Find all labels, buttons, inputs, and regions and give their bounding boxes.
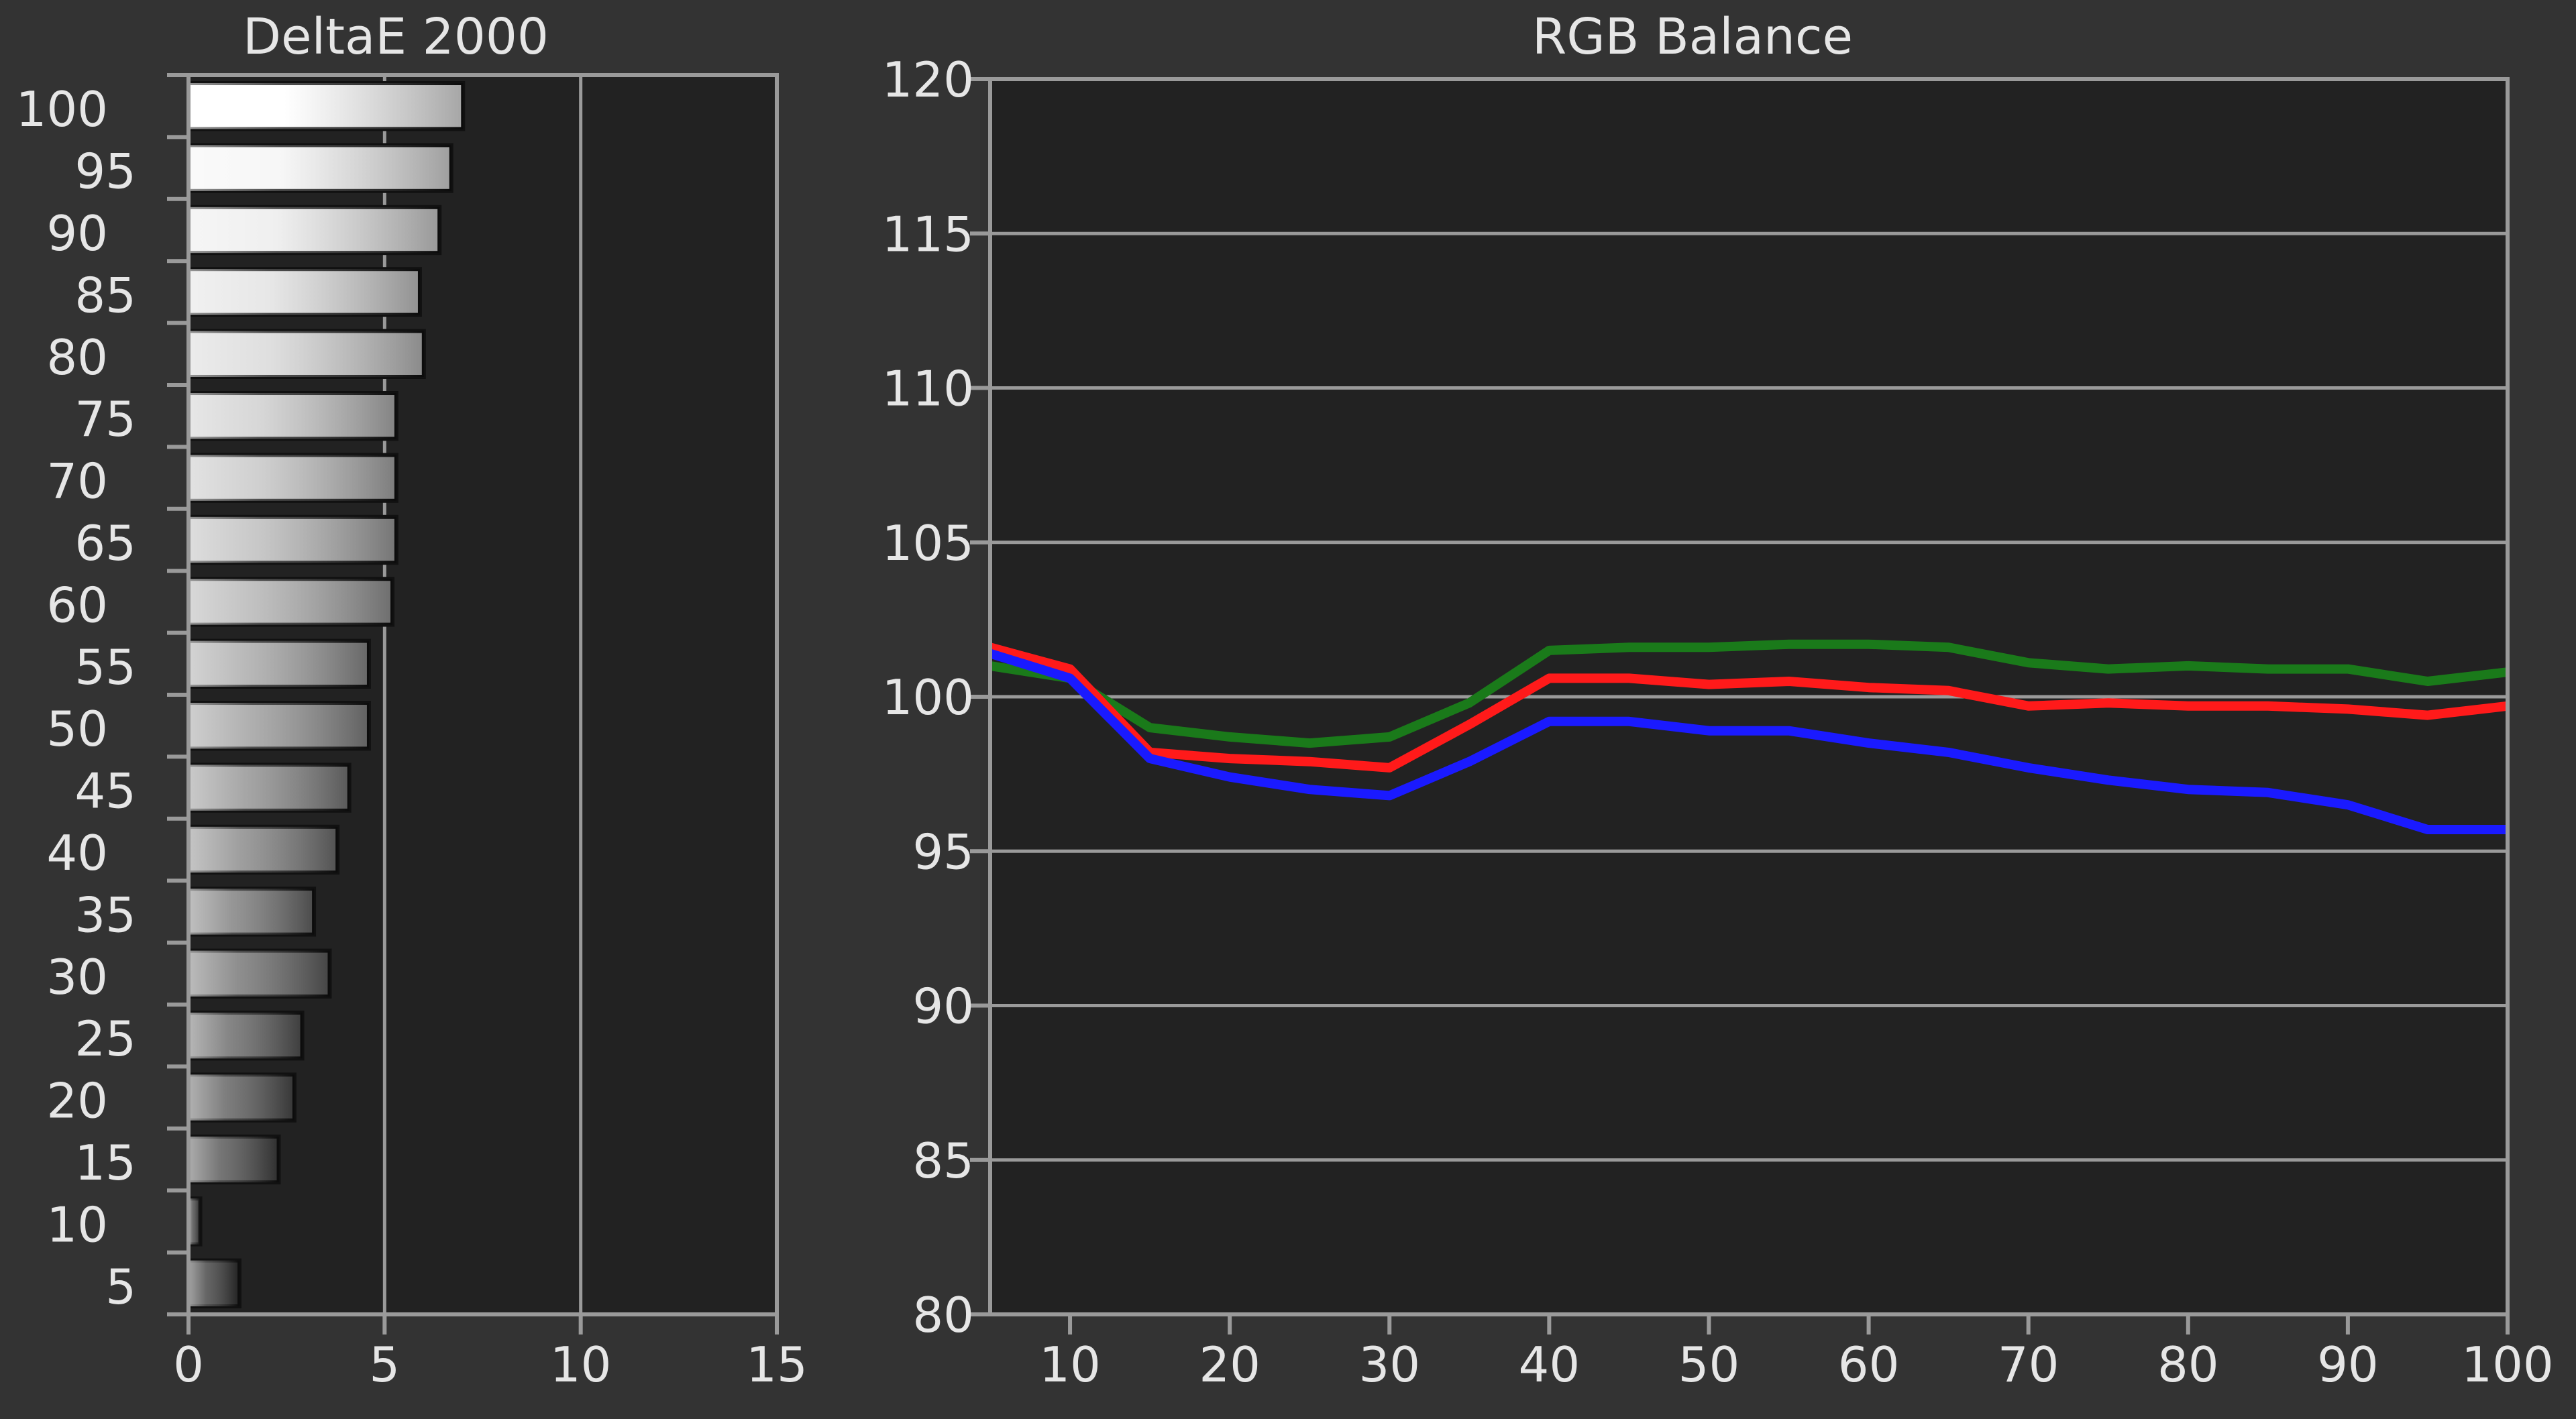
rgb-x-tick-label: 70 <box>1998 1337 2059 1393</box>
deltae-y-tick-label: 50 <box>46 701 108 757</box>
rgb-x-tick-label: 60 <box>1838 1337 1900 1393</box>
deltae-y-tick-label: 80 <box>46 329 108 386</box>
deltae-bar-shade <box>189 1136 279 1183</box>
deltae-bars <box>186 81 466 1308</box>
rgb-y-tick-label: 100 <box>882 669 974 726</box>
deltae-bar-shade <box>189 579 393 625</box>
deltae-y-tick-label: 45 <box>74 763 136 819</box>
rgb-chart-title: RGB Balance <box>1532 8 1853 66</box>
deltae-y-tick-label: 15 <box>74 1135 136 1191</box>
rgb-x-tick-label: 20 <box>1199 1337 1260 1393</box>
rgb-x-tick-label: 30 <box>1358 1337 1420 1393</box>
deltae-plot-area <box>189 75 777 1314</box>
rgb-series-line <box>989 639 2508 748</box>
deltae-bar-shade <box>189 950 330 997</box>
rgb-series-lines <box>988 639 2508 834</box>
deltae-y-tick-label: 30 <box>46 949 108 1005</box>
deltae-x-tick-label: 0 <box>173 1337 204 1393</box>
deltae-x-tick-label: 15 <box>746 1337 808 1393</box>
deltae-y-tick-label: 65 <box>74 515 136 571</box>
deltae-bar-shade <box>189 703 369 749</box>
rgb-y-tick-label: 105 <box>882 515 974 571</box>
deltae-y-tick-label: 10 <box>46 1196 108 1253</box>
deltae-bar-shade <box>189 640 369 687</box>
rgb-x-tick-label: 40 <box>1519 1337 1580 1393</box>
deltae-y-tick-label: 25 <box>74 1011 136 1067</box>
deltae-y-tick-label: 95 <box>74 144 136 200</box>
deltae-y-tick-label: 70 <box>46 453 108 510</box>
deltae-y-tick-label: 85 <box>74 267 136 323</box>
deltae-chart-title: DeltaE 2000 <box>243 8 549 66</box>
rgb-y-tick-label: 80 <box>912 1287 974 1343</box>
rgb-x-ticks: 10 20 30 40 50 60 70 80 90 100 <box>1039 1314 2554 1393</box>
deltae-y-tick-label: 90 <box>46 205 108 262</box>
rgb-y-ticks: 80 85 90 95 100 105 110 115 120 <box>882 52 990 1343</box>
rgb-series-line <box>989 642 2508 773</box>
deltae-bar-shade <box>189 516 396 563</box>
rgb-x-tick-label: 10 <box>1039 1337 1101 1393</box>
rgb-gridlines <box>990 231 2508 1162</box>
rgb-x-tick-label: 100 <box>2461 1337 2553 1393</box>
deltae-bar-shade <box>189 393 396 439</box>
deltae-bar-shade <box>189 145 451 191</box>
deltae-x-tick-label: 5 <box>369 1337 400 1393</box>
deltae-y-tick-label: 40 <box>46 825 108 881</box>
deltae-bar-shade <box>189 826 338 873</box>
deltae-bar-shade <box>189 83 464 129</box>
rgb-x-tick-label: 50 <box>1678 1337 1740 1393</box>
deltae-bar-shade <box>189 455 396 501</box>
deltae-x-tick-label: 10 <box>550 1337 612 1393</box>
deltae-y-tick-label: 5 <box>105 1259 136 1315</box>
deltae-chart: 1009590858075706560555045403530252015105… <box>16 8 808 1393</box>
deltae-y-tick-label: 35 <box>74 887 136 943</box>
deltae-y-tick-label: 100 <box>16 81 108 137</box>
deltae-bar-shade <box>189 269 420 315</box>
rgb-series-line <box>988 648 2508 834</box>
deltae-bar-shade <box>189 1013 303 1059</box>
rgb-y-tick-label: 90 <box>912 978 974 1035</box>
deltae-y-tick-label: 75 <box>74 391 136 447</box>
rgb-y-tick-label: 95 <box>912 824 974 880</box>
deltae-x-ticks: 0 5 10 15 <box>173 1314 808 1393</box>
rgb-y-tick-label: 115 <box>882 206 974 262</box>
deltae-bar-shade <box>189 207 440 253</box>
rgb-x-tick-label: 90 <box>2317 1337 2379 1393</box>
rgb-y-tick-label: 110 <box>882 361 974 417</box>
deltae-y-tick-label: 60 <box>46 577 108 633</box>
rgb-x-tick-label: 80 <box>2157 1337 2219 1393</box>
rgb-balance-chart: 80 85 90 95 100 105 110 115 120 10 20 30 40 50 60 70 80… <box>882 8 2554 1393</box>
deltae-bar-shade <box>189 1074 294 1121</box>
deltae-bar-shade <box>189 764 350 811</box>
rgb-y-tick-label: 85 <box>912 1133 974 1189</box>
deltae-y-tick-label: 55 <box>74 639 136 695</box>
deltae-bar-shade <box>189 1198 201 1245</box>
deltae-bar-shade <box>189 331 424 377</box>
deltae-y-tick-label: 20 <box>46 1073 108 1129</box>
deltae-bar-shade <box>189 1260 240 1306</box>
rgb-y-tick-label: 120 <box>882 52 974 108</box>
deltae-bar-shade <box>189 889 315 935</box>
